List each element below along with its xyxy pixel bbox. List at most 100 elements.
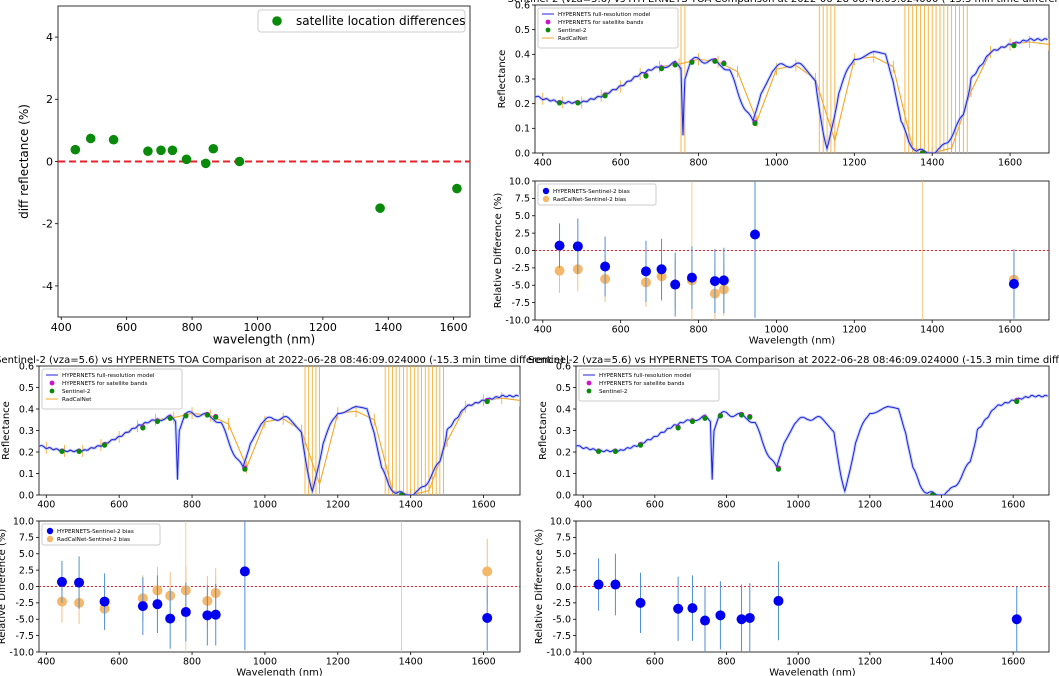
p3-plot: [535, 181, 1049, 320]
y-tick-label: 5.0: [19, 549, 34, 560]
legend-label: HYPERNETS for satellite bands: [558, 20, 643, 26]
y-tick-label: 10.0: [509, 176, 530, 187]
y-tick-label: 0.2: [556, 447, 571, 458]
y-tick-label: 0.6: [19, 361, 34, 372]
p5-legend: HYPERNETS-Sentinel-2 bias RadCalNet-Senti…: [41, 523, 161, 546]
y-tick-label: -5.0: [15, 615, 34, 626]
y-axis-label: Reflectance: [497, 50, 508, 109]
x-tick-label: 1200: [858, 500, 882, 511]
y-tick-label: -7.5: [511, 298, 530, 309]
x-tick-label: 1000: [253, 500, 277, 511]
y-tick-label: 0.4: [19, 404, 34, 415]
sentinel-point: [689, 59, 695, 65]
sentinel-point: [140, 425, 146, 431]
x-tick-label: 1600: [998, 325, 1022, 336]
hypernets-bias-point: [640, 266, 651, 277]
y-tick-label: 5.0: [515, 211, 530, 222]
x-tick-label: 1000: [786, 500, 810, 511]
p2-plot: [535, 5, 1049, 153]
y-tick-label: 0.3: [515, 74, 530, 85]
hypernets-bias-point: [635, 597, 646, 608]
radcalnet-line: [542, 41, 1049, 153]
hypernets-bias-point: [709, 276, 720, 287]
hypernets-bias-point: [718, 275, 729, 286]
x-tick-label: 600: [646, 657, 664, 668]
hypernets-bias-point: [600, 261, 611, 272]
y-tick-label: 10.0: [550, 516, 571, 527]
sentinel-point: [643, 73, 649, 79]
chart-title: Sentinel-2 (vza=5.6) vs HYPERNETS TOA Co…: [0, 355, 564, 366]
data-point: [108, 134, 119, 145]
sentinel-point: [775, 466, 782, 472]
hypernets-bias-point: [202, 610, 213, 621]
y-tick-label: 10.0: [13, 516, 34, 527]
y-axis-label: Relative Difference (%): [534, 529, 545, 645]
sentinel-point: [689, 418, 696, 425]
y-tick-label: 2.5: [515, 228, 530, 239]
hypernets-bias-point: [180, 607, 191, 618]
hypernets-bias-point: [572, 241, 583, 252]
x-tick-label: 400: [37, 500, 55, 511]
y-tick-label: 0.6: [556, 361, 571, 372]
x-tick-label: 1400: [920, 158, 944, 169]
p2-inner: [535, 5, 1049, 153]
y-tick-label: 4: [46, 31, 53, 44]
y-tick-label: -7.5: [552, 631, 571, 642]
y-tick-label: -2.5: [15, 598, 34, 609]
y-tick-label: -2: [42, 218, 53, 231]
hypernets-bias-point: [137, 601, 148, 612]
sentinel-point: [1011, 43, 1017, 49]
x-axis-label: Wavelength (nm): [749, 335, 835, 346]
y-tick-label: 7.5: [19, 533, 34, 544]
sentinel-point: [242, 466, 248, 472]
chart-title: Sentinel-2 (vza=5.6) vs HYPERNETS TOA Co…: [528, 355, 1059, 366]
legend-label: HYPERNETS for satellite bands: [62, 381, 147, 387]
x-tick-label: 800: [689, 158, 707, 169]
p1-legend: satellite location differences: [257, 9, 466, 33]
data-point: [234, 156, 245, 167]
sentinel-point: [595, 448, 602, 454]
sentinel-point: [612, 448, 619, 454]
legend-label: Sentinel-2: [62, 389, 90, 395]
hypernets-bias-point: [210, 609, 221, 620]
sentinel-point: [556, 100, 563, 106]
sentinel-point: [721, 61, 727, 67]
y-tick-label: 0.6: [515, 0, 530, 11]
x-tick-label: 600: [646, 500, 664, 511]
y-tick-label: 7.5: [515, 194, 530, 205]
hypernets-bias-point: [1008, 278, 1019, 289]
sentinel-point: [213, 414, 219, 420]
sentinel-point: [101, 442, 108, 448]
y-tick-label: 5.0: [556, 549, 571, 560]
x-tick-label: 1200: [326, 657, 350, 668]
x-tick-label: 1400: [399, 657, 423, 668]
p3-legend: HYPERNETS-Sentinel-2 bias RadCalNet-Senti…: [537, 183, 657, 206]
x-tick-label: 800: [183, 500, 201, 511]
sentinel-point: [76, 448, 82, 454]
x-tick-label: 800: [183, 657, 201, 668]
legend-box: [41, 523, 161, 546]
x-axis-label: Wavelength (nm): [769, 667, 855, 676]
legend-label: HYPERNETS full-resolution model: [599, 373, 692, 379]
hypernets-bias-point: [750, 229, 761, 240]
model-uncertainty-band: [535, 36, 1049, 153]
p6-inner: [576, 393, 1049, 495]
x-tick-label: 1400: [929, 657, 953, 668]
sentinel-point: [398, 492, 405, 495]
p2-axes: 400 600 800 1000 1200 1400 1600 0.0 0.1 0.2 0.3 0.4…: [497, 0, 1059, 169]
x-tick-label: 1400: [399, 500, 423, 511]
sentinel-point: [712, 58, 718, 64]
y-axis-label: Reflectance: [538, 401, 549, 460]
y-tick-label: -2.5: [552, 598, 571, 609]
data-point: [85, 133, 96, 144]
hypernets-bias-point: [687, 603, 698, 614]
y-tick-label: 0.3: [19, 426, 34, 437]
y-axis-label: Reflectance: [1, 401, 12, 460]
hypernets-bias-point: [670, 279, 681, 290]
legend-box: [537, 183, 657, 206]
y-tick-label: -10.0: [546, 647, 571, 658]
x-tick-label: 600: [110, 500, 128, 511]
hypernets-bias-point: [99, 596, 110, 607]
hypernets-bias-point: [715, 610, 726, 621]
p7-inner: [576, 553, 1049, 652]
